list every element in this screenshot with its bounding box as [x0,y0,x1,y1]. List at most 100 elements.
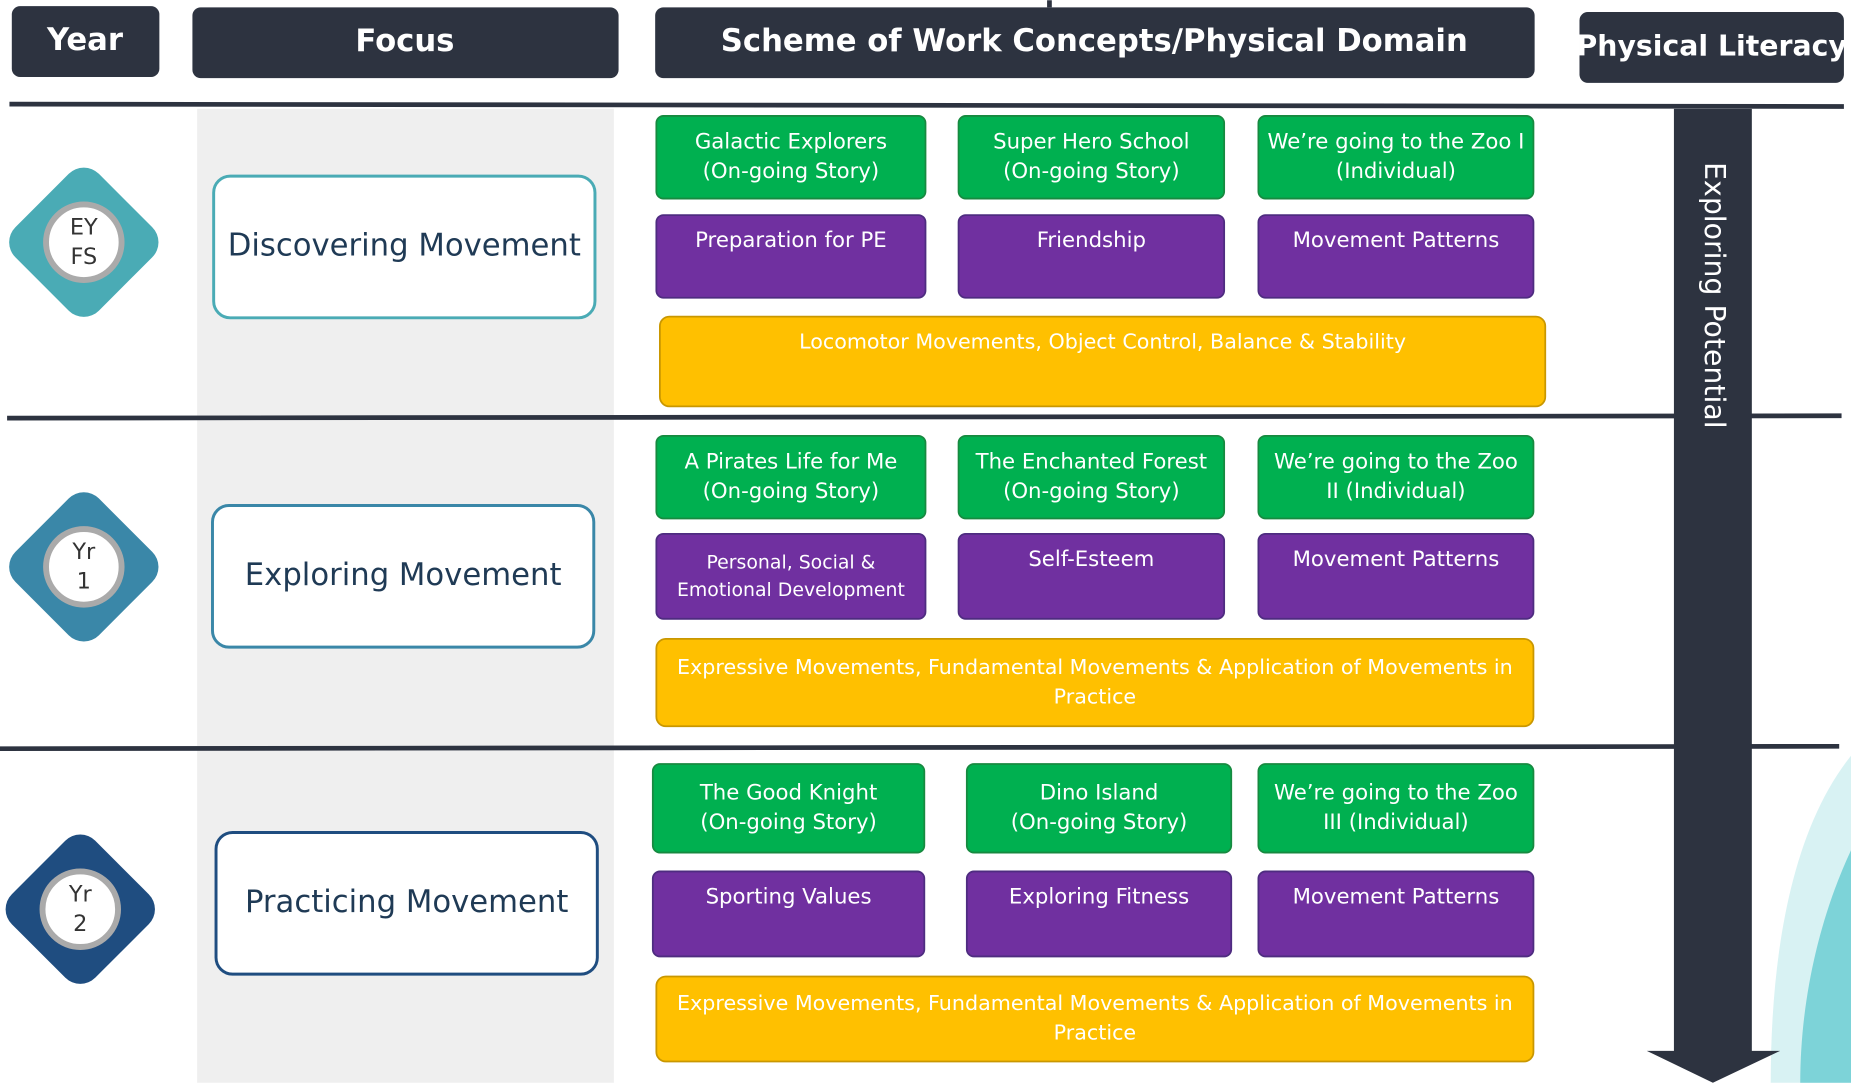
topic-label: Self-Esteem [1028,547,1154,572]
domain-label-line: Practice [1054,1021,1136,1045]
topic-box [655,214,927,299]
story-label-line: (Individual) [1336,159,1456,184]
domain-label: Expressive Movements, Fundamental Moveme… [677,655,1513,709]
header-box [192,7,619,79]
topic-label: Movement Patterns [1293,547,1500,572]
progress-arrow [1646,108,1781,1083]
header-literacy: Physical Literacy [1577,29,1847,62]
topic-label-line: Personal, Social & [706,551,875,573]
year-label-line: EY [70,214,98,240]
decor-tick [1047,0,1052,8]
topic-label-line: Sporting Values [706,884,872,909]
story-label: Super Hero School (On-going Story) [993,129,1190,184]
header-scheme: Scheme of Work Concepts/Physical Domain [721,24,1468,59]
domain-box [655,638,1535,728]
year-label-line: 1 [77,568,91,594]
topic-label-line: Exploring Fitness [1009,884,1189,909]
story-label-line: Dino Island [1040,781,1159,806]
story-label-line: The Enchanted Forest [975,449,1208,474]
topic-label-line: Self-Esteem [1028,547,1154,572]
focus-box [212,174,597,320]
row-divider [0,743,1840,752]
domain-label-line: Expressive Movements, Fundamental Moveme… [677,655,1513,679]
topic-box [651,870,926,958]
topic-label: Movement Patterns [1293,228,1500,253]
year-label: Yr 2 [68,881,93,937]
story-label-line: We’re going to the Zoo I [1267,129,1524,154]
year-label-line: FS [70,244,97,270]
focus-label: Practicing Movement [245,885,568,920]
story-box [651,763,926,854]
topic-box [965,870,1233,958]
topic-label-line: Movement Patterns [1293,884,1500,909]
topic-label-line: Movement Patterns [1293,547,1500,572]
topic-box [957,532,1226,620]
header-box [655,7,1535,79]
year-label-line: Yr [68,881,93,907]
story-label: A Pirates Life for Me (On-going Story) [685,449,898,504]
year-label: Yr 1 [71,539,96,595]
story-label-line: (On-going Story) [703,159,880,184]
topic-label: Exploring Fitness [1009,884,1189,909]
story-label: We’re going to the Zoo II (Individual) [1274,449,1518,504]
year-label-line: 2 [73,910,87,936]
topic-box [1257,214,1535,299]
story-box [1257,115,1535,200]
story-box [965,763,1233,854]
year-badge [39,868,121,950]
story-label: We’re going to the Zoo I (Individual) [1267,129,1524,184]
story-label: The Good Knight (On-going Story) [699,781,877,836]
story-box [655,434,927,520]
story-label-line: The Good Knight [699,781,877,806]
story-label-line: (On-going Story) [1003,479,1180,504]
focus-label: Discovering Movement [228,228,581,263]
story-label-line: A Pirates Life for Me [685,449,898,474]
focus-label: Exploring Movement [245,558,562,593]
domain-label: Expressive Movements, Fundamental Moveme… [677,991,1513,1045]
year-label-line: Yr [71,539,96,565]
story-label-line: We’re going to the Zoo [1274,781,1518,806]
domain-label-line: Locomotor Movements, Object Control, Bal… [799,330,1406,354]
story-label: We’re going to the Zoo III (Individual) [1274,781,1518,836]
year-badge [43,201,125,283]
year-label: EY FS [70,214,98,270]
topic-label: Sporting Values [706,884,872,909]
side-label: Exploring Potential [1698,162,1731,428]
header-focus: Focus [355,24,454,59]
story-label-line: (On-going Story) [1003,159,1180,184]
topic-label-line: Preparation for PE [695,228,887,253]
domain-label-line: Practice [1054,684,1136,708]
story-box [1257,434,1535,520]
domain-box [655,975,1535,1063]
topic-box [655,532,927,620]
story-box [655,115,927,200]
story-box [957,115,1226,200]
topic-label-line: Emotional Development [677,578,905,600]
row-divider [7,413,1842,421]
topic-label-line: Movement Patterns [1293,228,1500,253]
story-label: The Enchanted Forest (On-going Story) [975,449,1208,504]
header-box [11,6,160,77]
topic-box [1257,870,1535,958]
focus-box [214,831,599,976]
row-divider [9,101,1844,109]
story-label-line: (On-going Story) [703,479,880,504]
domain-box [659,315,1547,408]
topic-label: Movement Patterns [1293,884,1500,909]
story-box [957,434,1226,520]
topic-label-line: Friendship [1037,228,1146,253]
topic-label: Preparation for PE [695,228,887,253]
focus-box [211,504,596,649]
story-label-line: Super Hero School [993,129,1190,154]
story-label: Dino Island (On-going Story) [1011,781,1188,836]
year-badge [43,526,125,608]
story-label-line: (On-going Story) [700,810,877,835]
story-label-line: (On-going Story) [1011,810,1188,835]
headers: Year Focus Scheme of Work Concepts/Physi… [11,6,1847,83]
story-label: Galactic Explorers (On-going Story) [695,129,887,184]
header-year: Year [46,23,124,58]
topic-box [1257,532,1535,620]
domain-label-line: Expressive Movements, Fundamental Moveme… [677,991,1513,1015]
topic-box [957,214,1226,299]
